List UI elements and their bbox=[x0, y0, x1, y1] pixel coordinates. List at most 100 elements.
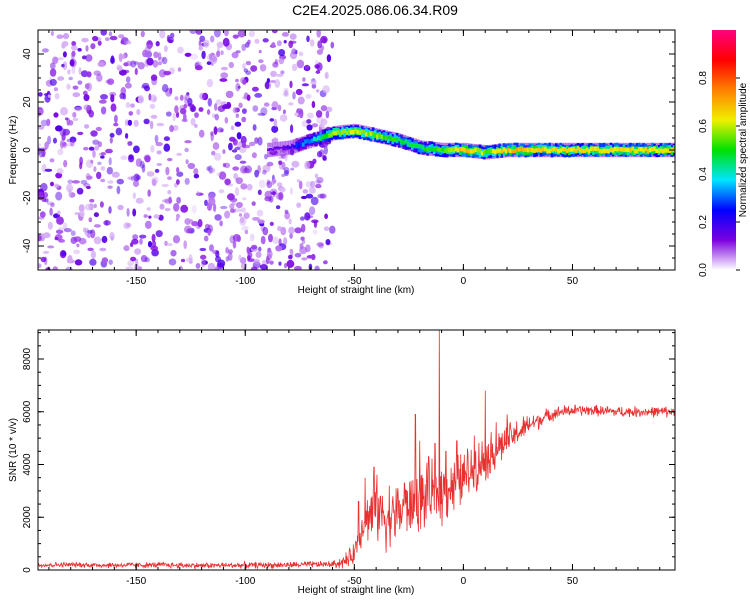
spectrogram-noise-blob bbox=[316, 89, 320, 93]
spectrogram-ridge-cell bbox=[280, 148, 283, 152]
spectrogram-noise-blob bbox=[234, 146, 241, 151]
spectrogram-noise-blob bbox=[251, 152, 257, 159]
spectrogram-noise-blob bbox=[258, 179, 266, 189]
spectrogram-ridge-cell bbox=[308, 139, 312, 144]
spectrogram-noise-blob bbox=[95, 126, 102, 132]
spectrogram-noise-blob bbox=[71, 65, 76, 74]
spectrogram-noise-blob bbox=[93, 203, 97, 209]
spectrogram-noise-blob bbox=[140, 255, 148, 263]
spectrogram-noise-blob bbox=[176, 179, 180, 185]
spectrogram-noise-blob bbox=[241, 142, 247, 148]
spectrogram-noise-blob bbox=[120, 155, 128, 160]
spectrogram-noise-blob bbox=[240, 135, 247, 145]
spectrogram-ridge-cell bbox=[666, 148, 669, 153]
snr-x-tick-label: 50 bbox=[567, 576, 579, 587]
spectrogram-noise-blob bbox=[281, 161, 286, 171]
spectrogram-noise-blob bbox=[295, 88, 303, 96]
spectrogram-ridge-cell bbox=[393, 137, 397, 143]
spectrogram-noise-blob bbox=[266, 249, 273, 259]
spectrogram-noise-blob bbox=[109, 231, 115, 241]
spectrogram-noise-blob bbox=[231, 201, 236, 206]
spectrogram-noise-blob bbox=[133, 61, 140, 65]
spectrogram-noise-blob bbox=[86, 230, 93, 234]
spectrogram-noise-blob bbox=[239, 216, 245, 224]
spectrogram-noise-blob bbox=[316, 151, 323, 158]
spectrogram-noise-blob bbox=[232, 166, 240, 171]
spectrogram-ridge-cell bbox=[267, 149, 270, 152]
spectrogram-noise-blob bbox=[269, 188, 278, 195]
spectrogram-noise-blob bbox=[278, 187, 286, 193]
snr-x-axis-label: Height of straight line (km) bbox=[298, 585, 415, 596]
spectrogram-ridge-cell bbox=[387, 135, 390, 140]
spectrogram-noise-blob bbox=[174, 96, 179, 101]
spectrogram-noise-blob bbox=[93, 236, 102, 245]
spectrogram-noise-blob bbox=[213, 152, 222, 161]
spectrogram-ridge-cell bbox=[328, 133, 331, 138]
spectrogram-noise-blob bbox=[89, 258, 97, 266]
spectrogram-noise-blob bbox=[167, 157, 173, 162]
spectrogram-noise-blob bbox=[86, 71, 92, 78]
spectrogram-noise-blob bbox=[176, 167, 180, 174]
spectrogram-noise-blob bbox=[40, 119, 48, 127]
snr-y-tick-label: 2000 bbox=[22, 506, 33, 529]
spectrogram-noise-blob bbox=[67, 255, 73, 264]
spectrogram-noise-blob bbox=[72, 117, 79, 122]
spectrogram-noise-blob bbox=[180, 107, 187, 115]
spectrogram-ridge-cell bbox=[570, 147, 573, 152]
spectrogram-noise-blob bbox=[258, 49, 262, 54]
spectrogram-ridge-cell bbox=[408, 142, 412, 148]
spectrogram-noise-blob bbox=[184, 52, 192, 57]
spectrogram-ridge-cell bbox=[585, 147, 589, 152]
spectrogram-noise-blob bbox=[127, 141, 133, 146]
spectrogram-noise-blob bbox=[198, 129, 205, 138]
spectrogram-noise-blob bbox=[198, 107, 204, 112]
spectrogram-noise-blob bbox=[163, 136, 170, 142]
spectrogram-ridge-cell bbox=[384, 136, 388, 141]
spectrogram-noise-blob bbox=[42, 192, 49, 199]
spectrogram-noise-blob bbox=[74, 259, 83, 266]
spectrogram-ridge-cell bbox=[659, 148, 663, 153]
spectrogram-ridge-cell bbox=[631, 146, 634, 151]
spectrogram-ridge-cell bbox=[376, 134, 379, 139]
spectrogram-noise-blob bbox=[86, 233, 91, 238]
spectrogram-noise-blob bbox=[244, 229, 249, 235]
spectrogram-noise-blob bbox=[311, 123, 319, 128]
spectrogram-noise-blob bbox=[115, 127, 123, 136]
spectrogram-noise-blob bbox=[146, 40, 153, 49]
spectrogram-noise-blob bbox=[323, 226, 330, 231]
spectrogram-noise-blob bbox=[172, 125, 179, 131]
spectrogram-ridge-cell bbox=[406, 141, 410, 146]
spectrogram-noise-blob bbox=[264, 81, 270, 90]
spectrogram-noise-blob bbox=[100, 152, 107, 156]
spectrogram-noise-blob bbox=[108, 157, 112, 166]
spectrogram-noise-blob bbox=[185, 257, 194, 263]
spectrogram-noise-blob bbox=[184, 147, 189, 153]
spectrogram-noise-blob bbox=[165, 166, 170, 176]
spectrogram-noise-blob bbox=[275, 205, 281, 210]
spectrogram-noise-blob bbox=[204, 199, 208, 206]
spectrogram-noise-blob bbox=[100, 94, 108, 100]
spectrogram-noise-blob bbox=[163, 70, 172, 76]
spectrogram-noise-blob bbox=[246, 94, 251, 101]
spectrogram-noise-blob bbox=[308, 263, 313, 270]
spectrogram-ridge-cell bbox=[513, 149, 517, 154]
spectrogram-noise-blob bbox=[224, 178, 231, 186]
spectrogram-noise-blob bbox=[288, 218, 292, 225]
spectrogram-noise-blob bbox=[78, 67, 82, 75]
spectrogram-noise-blob bbox=[298, 51, 304, 57]
spectrogram-noise-blob bbox=[66, 138, 73, 143]
spectrogram-noise-blob bbox=[58, 239, 65, 243]
spectrogram-noise-blob bbox=[237, 85, 241, 89]
spectrogram-ridge-cell bbox=[437, 147, 440, 152]
spectrogram-noise-blob bbox=[283, 87, 289, 94]
spectrogram-noise-blob bbox=[280, 226, 287, 236]
spectrogram-noise-blob bbox=[43, 250, 50, 254]
spectrogram-noise-blob bbox=[54, 236, 59, 241]
spectrogram-noise-blob bbox=[151, 249, 159, 257]
spectrogram-noise-blob bbox=[136, 175, 141, 181]
spectrogram-ridge-cell bbox=[286, 145, 290, 149]
spectrogram-ridge-cell bbox=[640, 147, 643, 152]
spectrogram-noise-blob bbox=[291, 48, 297, 55]
spectrogram-noise-blob bbox=[259, 64, 267, 72]
spectrogram-noise-blob bbox=[315, 70, 321, 74]
